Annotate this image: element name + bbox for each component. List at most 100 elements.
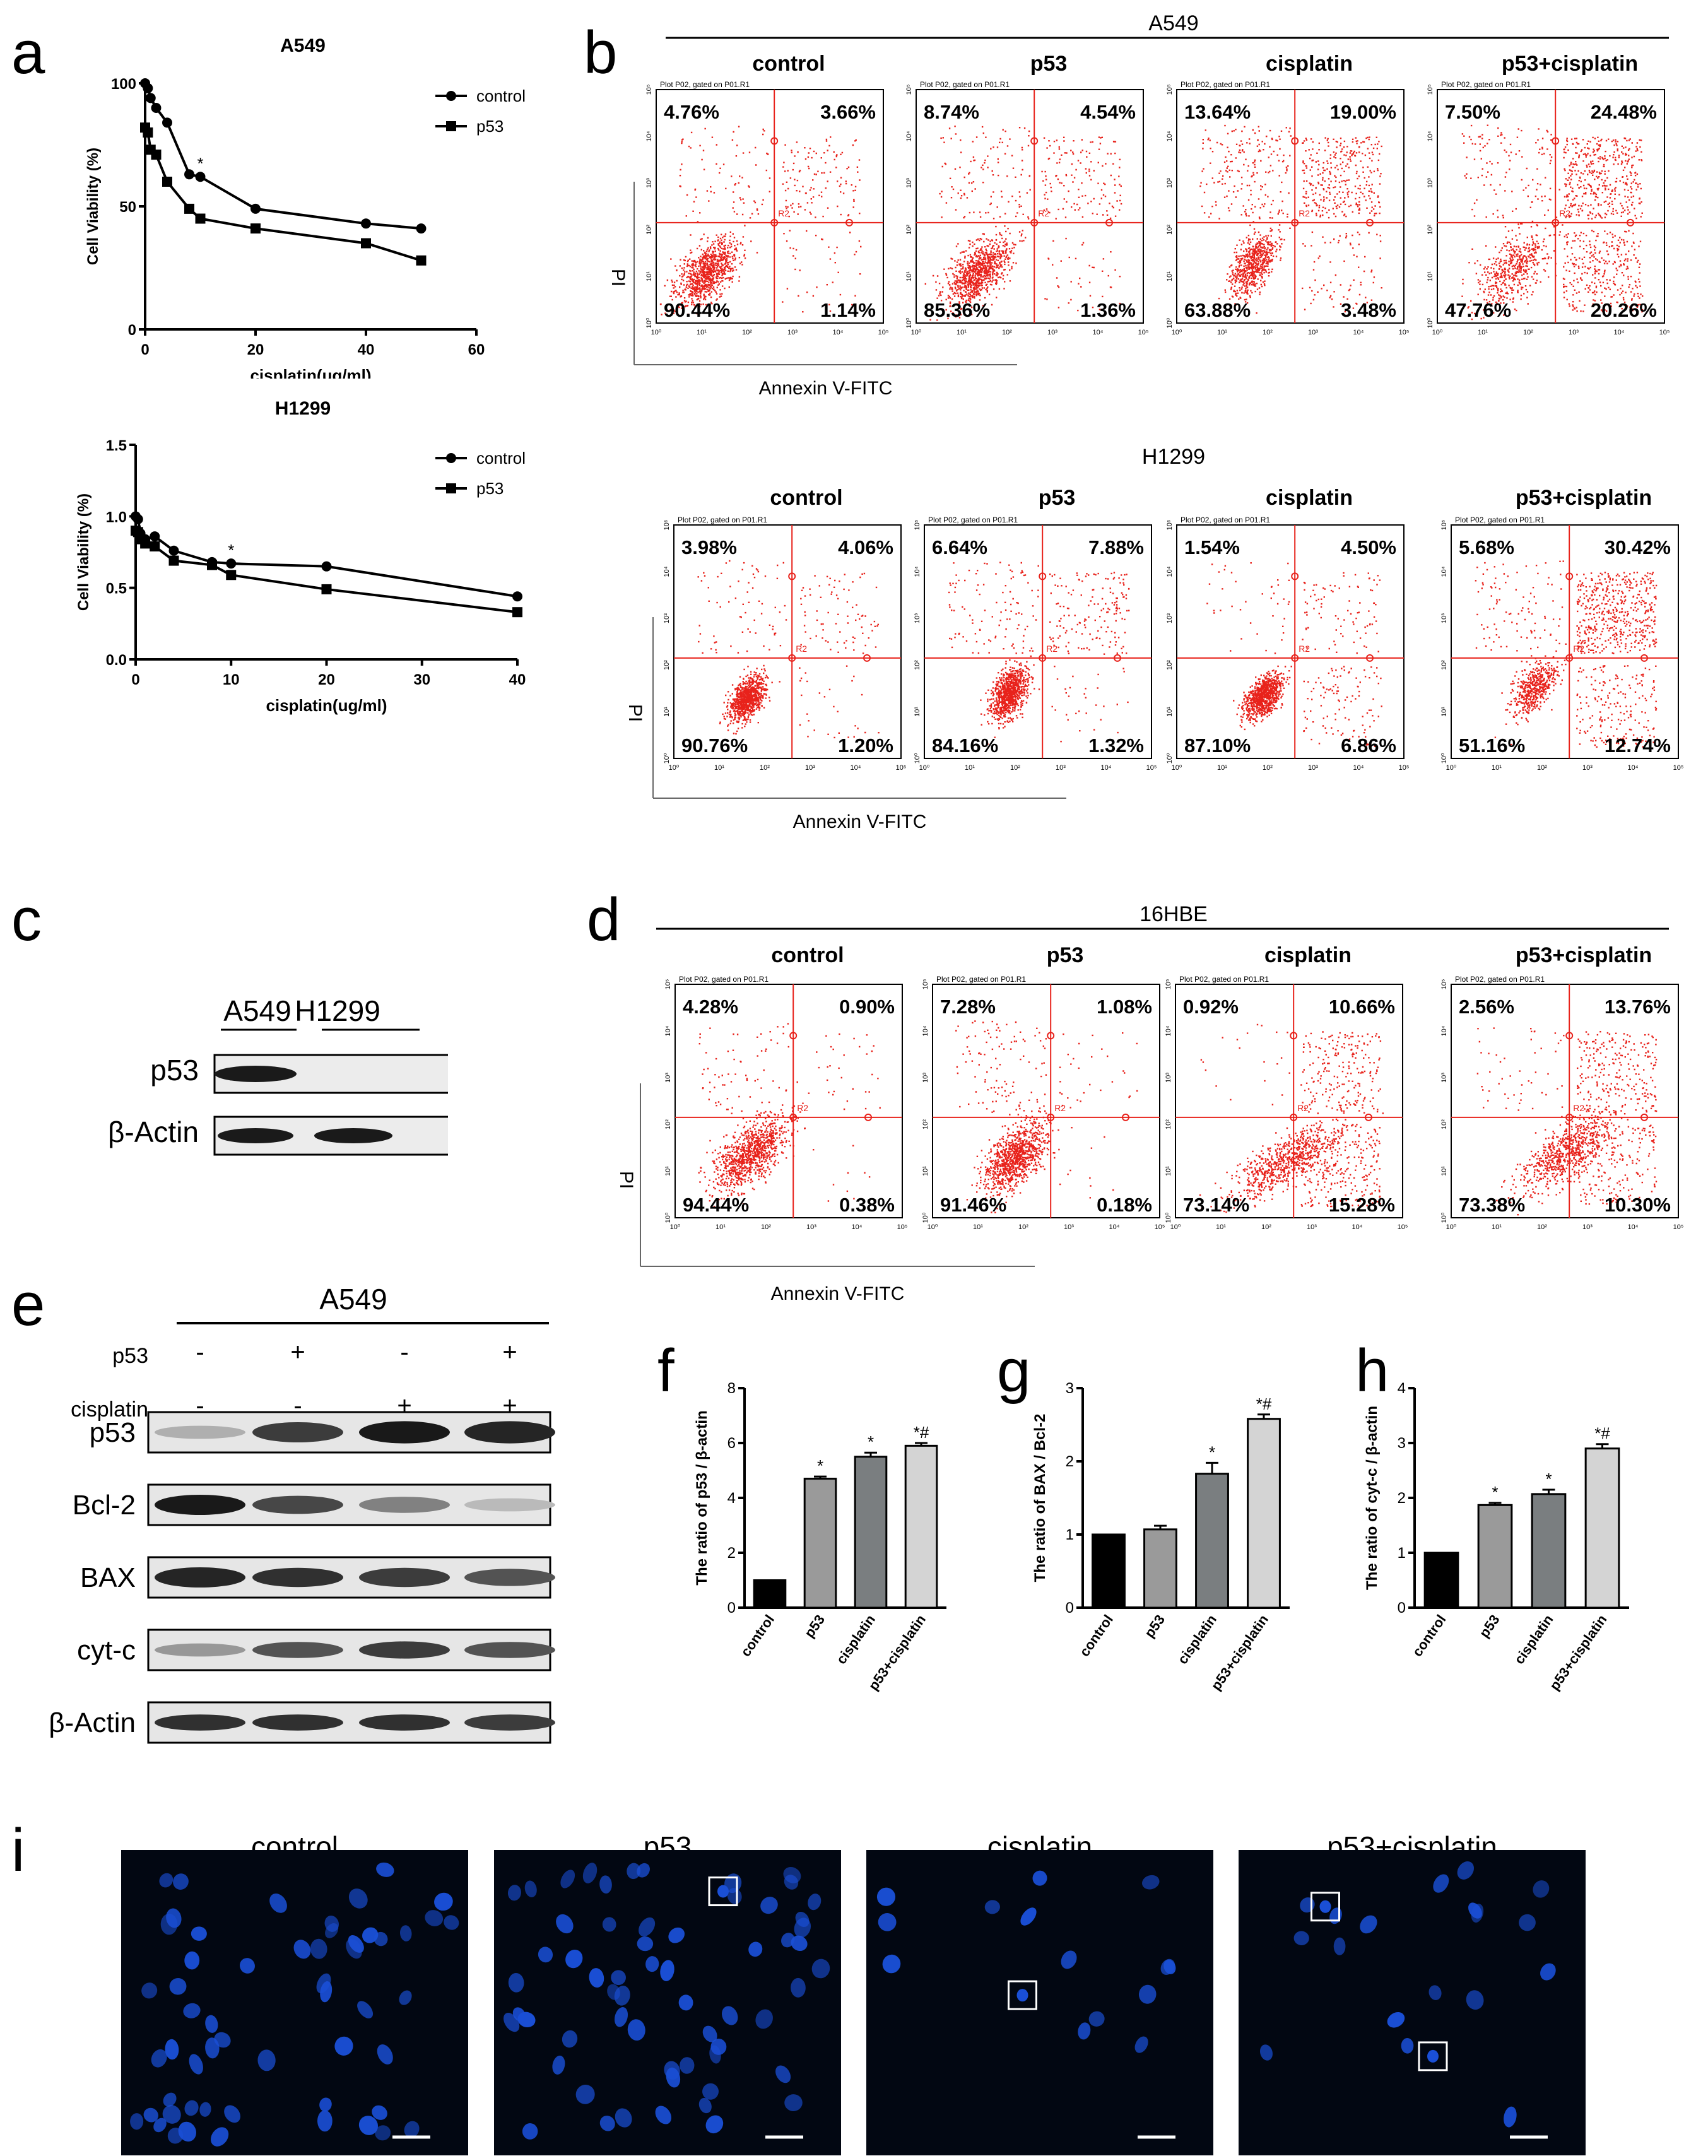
flow-quadrant-percent: 91.46% bbox=[940, 1194, 1006, 1216]
flow-x-decade: 10⁰ bbox=[1172, 764, 1182, 772]
flow-quadrant-percent: 1.20% bbox=[838, 734, 893, 757]
y-axis-label: Cell Viability (%) bbox=[85, 148, 102, 265]
flow-x-decade: 10⁵ bbox=[1399, 764, 1410, 772]
flow-plot-frame bbox=[673, 524, 902, 759]
flow-y-decade: 10⁰ bbox=[664, 1212, 672, 1223]
nucleus bbox=[582, 1863, 598, 1883]
x-category-label: p53 bbox=[801, 1612, 828, 1641]
flow-y-decade: 10⁵ bbox=[664, 979, 672, 990]
wb-c-band-p53-a549 bbox=[215, 1066, 297, 1082]
flow-y-decade: 10⁴ bbox=[663, 566, 671, 577]
flow-gate-handle bbox=[1366, 218, 1374, 227]
fluorescence-image-cisplatin bbox=[866, 1850, 1213, 2155]
flow-gate-handle bbox=[1030, 137, 1039, 145]
flow-x-decade: 10³ bbox=[1064, 1223, 1074, 1231]
flow-event-dots bbox=[955, 1020, 1138, 1213]
flow-gate-handle bbox=[1365, 1113, 1372, 1121]
flow-event-dots bbox=[1461, 124, 1644, 321]
flow-y-decade: 10¹ bbox=[1440, 1166, 1448, 1176]
flow-quadrant-percent: 10.66% bbox=[1329, 996, 1395, 1018]
flow-plot-title-control: control bbox=[771, 943, 844, 967]
nucleus bbox=[668, 1927, 685, 1943]
x-category-label: p53 bbox=[1141, 1612, 1168, 1641]
data-point-control bbox=[416, 223, 427, 234]
flow-quadrant-percent: 0.92% bbox=[1183, 996, 1239, 1018]
nucleus bbox=[639, 1917, 656, 1937]
flow-region-label: R2 bbox=[1046, 644, 1057, 654]
flow-y-decade: 10⁵ bbox=[1165, 979, 1172, 990]
flow-x-decade: 10⁴ bbox=[1101, 764, 1112, 772]
nucleus bbox=[702, 2083, 719, 2100]
flow-x-decade: 10³ bbox=[787, 329, 798, 336]
flow-gate-handle bbox=[1366, 654, 1374, 662]
flow-quadrant-percent: 12.74% bbox=[1605, 734, 1671, 757]
flow-quadrant-percent: 7.50% bbox=[1445, 101, 1500, 123]
flow-plot-frame bbox=[656, 89, 884, 324]
flow-gate-handle bbox=[1105, 218, 1113, 227]
nucleus bbox=[589, 1968, 604, 1988]
legend-marker bbox=[446, 453, 456, 463]
flow-gate-handle bbox=[845, 218, 853, 227]
flow-quadrant-percent: 15.28% bbox=[1329, 1194, 1395, 1216]
data-point-control bbox=[143, 83, 153, 93]
panel-letter-e: e bbox=[11, 1271, 45, 1338]
x-tick-label: 0 bbox=[131, 671, 139, 688]
flow-gate-handle bbox=[1552, 218, 1560, 227]
flow-y-decade: 10⁵ bbox=[663, 520, 671, 531]
flow-x-decade: 10⁴ bbox=[1353, 764, 1364, 772]
x-tick-label: 20 bbox=[318, 671, 335, 688]
flow-x-decade: 10⁴ bbox=[1109, 1223, 1120, 1231]
flow-y-decade: 10² bbox=[922, 1119, 929, 1129]
flow-x-decade: 10² bbox=[1018, 1223, 1028, 1231]
nucleus bbox=[348, 1888, 368, 1909]
flow-plot-frame bbox=[1176, 89, 1405, 324]
x-axis-label: cisplatin(ug/ml) bbox=[250, 366, 371, 379]
flow-y-decade: 10¹ bbox=[922, 1166, 929, 1176]
flow-gate-handle bbox=[1640, 1113, 1648, 1121]
flow-x-decade: 10³ bbox=[1582, 764, 1593, 772]
flow-quadrant-percent: 7.88% bbox=[1088, 536, 1144, 558]
panel-letter-h: h bbox=[1355, 1337, 1389, 1405]
bar-control bbox=[1092, 1533, 1126, 1609]
nucleus bbox=[324, 1916, 339, 1932]
flow-x-decade: 10³ bbox=[1308, 764, 1318, 772]
nucleus bbox=[205, 2037, 220, 2059]
flow-gate-handle bbox=[1114, 654, 1121, 662]
flow-gate-handle bbox=[1291, 654, 1299, 662]
data-point-control bbox=[226, 558, 237, 569]
nucleus bbox=[425, 1910, 444, 1926]
flow-x-decade: 10¹ bbox=[965, 764, 975, 772]
nucleus bbox=[611, 1970, 626, 1986]
flow-gate-label: Plot P02, gated on P01.R1 bbox=[1179, 975, 1269, 984]
highlight-box bbox=[708, 1876, 738, 1907]
nucleus bbox=[399, 1925, 412, 1941]
flow-y-decade: 10² bbox=[1166, 660, 1174, 670]
flow-gate-handle bbox=[1047, 1113, 1055, 1121]
panel-letter-b: b bbox=[584, 19, 618, 86]
nucleus bbox=[334, 2036, 353, 2056]
flow-quadrant-percent: 1.32% bbox=[1088, 734, 1144, 757]
nucleus bbox=[372, 2105, 387, 2120]
flow-x-decade: 10¹ bbox=[1492, 764, 1502, 772]
flow-gate-label: Plot P02, gated on P01.R1 bbox=[1181, 515, 1270, 524]
flow-quadrant-percent: 3.98% bbox=[681, 536, 737, 558]
nucleus bbox=[317, 2110, 333, 2132]
flow-quadrant-percent: 84.16% bbox=[932, 734, 998, 757]
flow-y-label: PI bbox=[625, 704, 645, 722]
flow-plot-title-cisplatin: cisplatin bbox=[1266, 486, 1353, 510]
y-tick-label: 50 bbox=[119, 199, 136, 216]
y-tick-label: 0 bbox=[727, 1599, 736, 1617]
flow-y-decade: 10⁵ bbox=[1440, 979, 1448, 990]
data-point-p53 bbox=[151, 150, 162, 160]
flow-region-label: R2 bbox=[796, 644, 807, 654]
flow-x-decade: 10² bbox=[1010, 764, 1020, 772]
data-point-p53 bbox=[162, 177, 172, 187]
flow-y-decade: 10² bbox=[663, 660, 671, 670]
nucleus bbox=[153, 2118, 167, 2133]
nucleus bbox=[1160, 1959, 1175, 1975]
nucleus bbox=[310, 1938, 327, 1959]
nucleus bbox=[159, 1873, 174, 1888]
flow-y-decade: 10² bbox=[914, 660, 921, 670]
highlight-box bbox=[1008, 1980, 1037, 2010]
legend-label-p53: p53 bbox=[476, 479, 504, 498]
